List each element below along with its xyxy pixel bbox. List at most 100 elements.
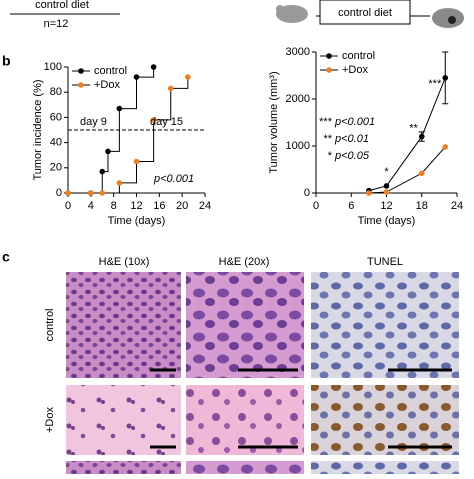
legend-marker [78,68,84,74]
y-tick-label: 0 [56,187,62,199]
chart: 0 4 8 12 16 20 24 0 20 40 60 80 100 Time (days) Tumor … [32,61,211,227]
y-tick-label: 40 [50,137,62,149]
x-tick-label: 0 [65,200,71,212]
marker [150,117,157,123]
step-segment [170,77,189,89]
y-tick-label: 80 [50,86,62,98]
micrograph [186,272,304,378]
legend-marker [78,82,84,88]
count-label: n=12 [44,18,69,30]
row-label: control [44,308,56,341]
marker [105,148,111,155]
step-segment [136,67,155,78]
significance-stars: * [328,150,333,162]
panel-label: b [2,53,11,69]
marker [133,158,140,165]
x-tick-label: 24 [451,200,463,212]
diet-schematic: control diet n=12 control diet [10,0,464,30]
annotation: day 15 [150,116,183,128]
annotation: p<0.001 [153,173,194,185]
line [368,77,446,192]
marker [442,144,449,150]
y-tick-label: 1000 [286,140,310,152]
y-tick-label: 0 [304,187,310,199]
y-tick-label: 3000 [286,46,310,58]
significance-text: p<0.05 [334,150,370,162]
step-segment [153,88,172,121]
marker [185,74,191,80]
step-segment [102,182,120,194]
x-tick-label: 0 [313,200,319,212]
micrograph [311,461,459,474]
micrograph [186,385,304,455]
legend-marker [326,53,332,59]
mouse-icon [276,5,308,23]
step-segment [136,119,155,162]
micrograph [66,272,181,378]
marker [150,64,157,70]
marker [418,170,425,177]
step-segment [119,77,137,110]
legend-marker [326,67,332,73]
column-header: TUNEL [367,256,403,268]
mouse-ear [276,5,284,13]
chart: 0 6 12 18 24 0 1000 2000 3000 Time (days) Tumor vo… [268,46,463,227]
tumor-icon [448,16,456,24]
legend-label: control [94,65,127,77]
marker [99,168,106,175]
y-tick-label: 20 [50,162,62,174]
annotation: ** [409,123,418,135]
histology-grid: H&E (10x) H&E (20x) TUNEL control +Dox [44,256,459,474]
marker [167,85,174,92]
micrograph [311,385,459,455]
diet-label: control diet [338,7,392,19]
mouse-icon [432,8,464,28]
marker [442,75,449,81]
x-tick-label: 6 [348,200,354,212]
annotation: day 9 [80,116,107,128]
x-tick-label: 16 [153,200,165,212]
marker [418,133,425,140]
y-axis-label: Tumor incidence (%) [32,79,44,180]
y-tick-label: 60 [50,111,62,123]
significance-stars: *** [319,116,333,128]
y-axis-label: Tumor volume (mm³) [268,71,280,173]
x-tick-label: 24 [199,200,211,212]
marker [366,190,372,196]
diet-label: control diet [35,0,89,11]
x-tick-label: 4 [88,200,94,212]
x-axis-label: Time (days) [358,215,416,227]
annotation: * [384,166,389,178]
x-tick-label: 18 [416,200,428,212]
x-tick-label: 8 [111,200,117,212]
x-tick-label: 20 [176,200,188,212]
step-segment [90,171,103,194]
marker [116,180,123,186]
marker [99,190,106,196]
marker [383,183,390,189]
micrograph [311,272,459,378]
micrograph [186,461,304,474]
x-tick-label: 12 [130,200,142,212]
diet-box [319,0,411,25]
step-segment [102,151,109,173]
panel-label: c [2,249,10,265]
marker [116,105,123,112]
marker [88,190,94,196]
y-tick-label: 100 [44,61,62,73]
legend-label: +Dox [94,79,120,91]
legend-label: +Dox [342,64,368,76]
annotation: *** [428,78,442,90]
micrograph [66,461,181,474]
legend-label: control [342,50,375,62]
line [368,146,446,194]
column-header: H&E (20x) [219,256,270,268]
step-segment [107,108,120,152]
y-tick-label: 2000 [286,93,310,105]
x-tick-label: 12 [380,200,392,212]
significance-stars: ** [323,133,332,145]
row-label: +Dox [44,407,56,433]
significance-text: p<0.001 [334,116,375,128]
marker [65,190,71,196]
